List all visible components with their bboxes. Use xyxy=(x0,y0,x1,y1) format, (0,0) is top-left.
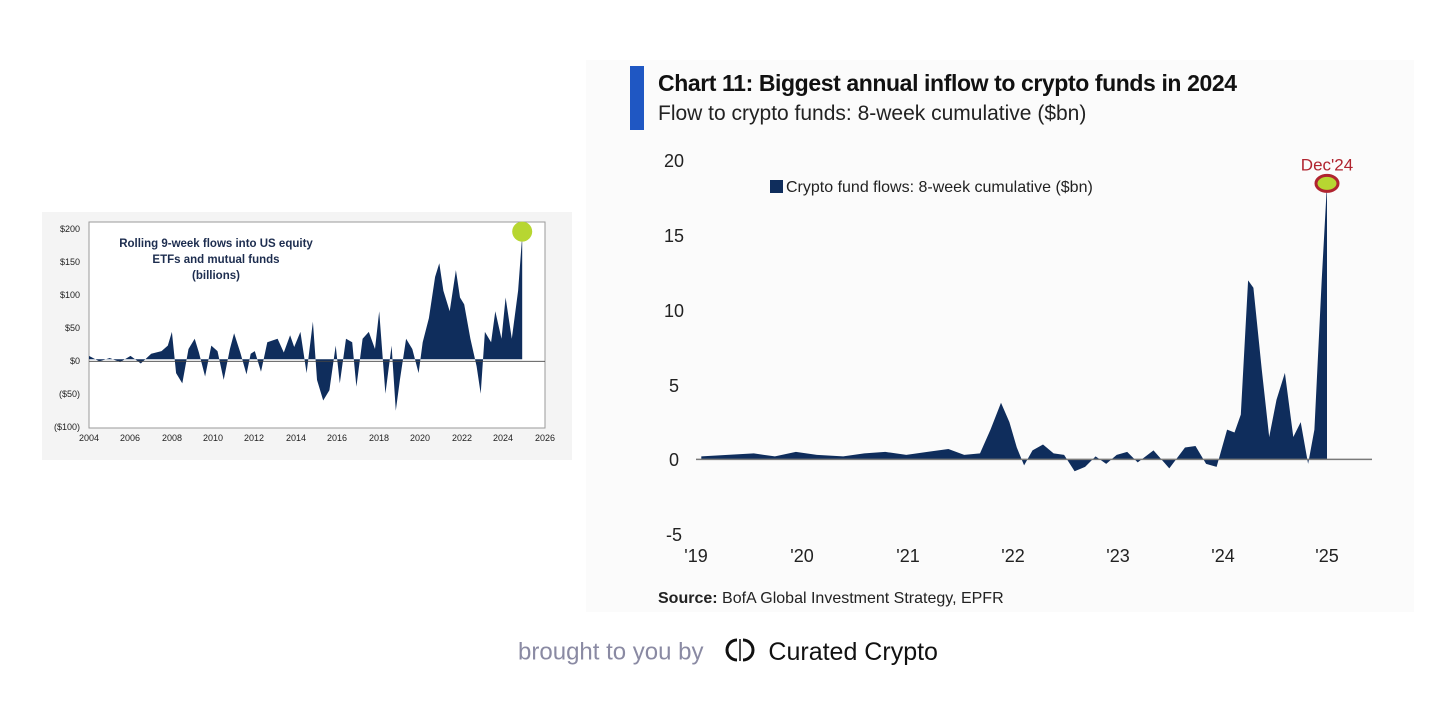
chart-title: Chart 11: Biggest annual inflow to crypt… xyxy=(658,70,1237,96)
left-x-tick: 2006 xyxy=(120,433,140,443)
title-accent-bar xyxy=(630,66,644,130)
left-x-tick: 2026 xyxy=(535,433,555,443)
left-y-tick: $50 xyxy=(65,323,80,333)
peak-annotation: Dec'24 xyxy=(1301,155,1353,174)
left-x-tick: 2022 xyxy=(452,433,472,443)
right-y-tick: 0 xyxy=(669,450,679,470)
curated-crypto-logo-icon[interactable] xyxy=(722,636,758,669)
source-note: Source: BofA Global Investment Strategy,… xyxy=(658,590,1004,608)
right-x-tick: '25 xyxy=(1315,546,1338,566)
right-x-tick: '23 xyxy=(1106,546,1129,566)
left-plot-frame xyxy=(88,221,546,429)
left-y-tick: $150 xyxy=(60,257,80,267)
legend-swatch xyxy=(770,180,783,193)
left-x-tick: 2016 xyxy=(327,433,347,443)
right-y-tick: -5 xyxy=(666,525,682,545)
left-y-tick: $100 xyxy=(60,290,80,300)
brand-name[interactable]: Curated Crypto xyxy=(768,638,938,666)
left-x-tick: 2018 xyxy=(369,433,389,443)
left-x-tick: 2010 xyxy=(203,433,223,443)
right-x-tick: '19 xyxy=(684,546,707,566)
legend-label: Crypto fund flows: 8-week cumulative ($b… xyxy=(786,179,1093,196)
source-label: Source: xyxy=(658,590,718,607)
source-text: BofA Global Investment Strategy, EPFR xyxy=(717,590,1004,607)
left-x-tick: 2014 xyxy=(286,433,306,443)
left-flows-area xyxy=(89,235,523,411)
left-chart-title-line2: ETFs and mutual funds xyxy=(152,254,279,266)
right-x-tick: '24 xyxy=(1211,546,1234,566)
right-chart-svg: 20 15 10 5 0 -5 '19 '20 '21 '22 '23 '24 … xyxy=(664,151,1372,566)
left-chart-svg: $200 $150 $100 $50 $0 ($50) ($100) 2004 … xyxy=(54,221,555,443)
right-y-tick: 20 xyxy=(664,151,684,171)
left-x-tick: 2004 xyxy=(79,433,99,443)
footer-text: brought to you by xyxy=(518,638,704,666)
right-y-tick: 5 xyxy=(669,376,679,396)
peak-highlight-ring xyxy=(1314,173,1340,193)
right-y-tick: 15 xyxy=(664,226,684,246)
left-peak-highlight-dot xyxy=(512,221,533,242)
crypto-flows-area xyxy=(701,183,1327,472)
left-x-tick: 2008 xyxy=(162,433,182,443)
chart-subtitle: Flow to crypto funds: 8-week cumulative … xyxy=(658,102,1087,125)
left-x-tick: 2012 xyxy=(244,433,264,443)
left-y-tick: $200 xyxy=(60,224,80,234)
left-chart-panel: $200 $150 $100 $50 $0 ($50) ($100) 2004 … xyxy=(42,212,572,460)
left-chart-title-line3: (billions) xyxy=(192,270,240,282)
footer: brought to you by Curated Crypto xyxy=(0,636,1456,676)
left-chart-title-line1: Rolling 9-week flows into US equity xyxy=(119,238,313,250)
right-x-tick: '22 xyxy=(1001,546,1024,566)
right-y-tick: 10 xyxy=(664,301,684,321)
left-x-tick: 2024 xyxy=(493,433,513,443)
left-y-tick: ($50) xyxy=(59,389,80,399)
right-x-tick: '21 xyxy=(896,546,919,566)
right-x-tick: '20 xyxy=(790,546,813,566)
left-y-tick: ($100) xyxy=(54,422,80,432)
left-y-tick: $0 xyxy=(70,356,80,366)
right-chart-panel: Chart 11: Biggest annual inflow to crypt… xyxy=(586,60,1414,612)
left-x-tick: 2020 xyxy=(410,433,430,443)
